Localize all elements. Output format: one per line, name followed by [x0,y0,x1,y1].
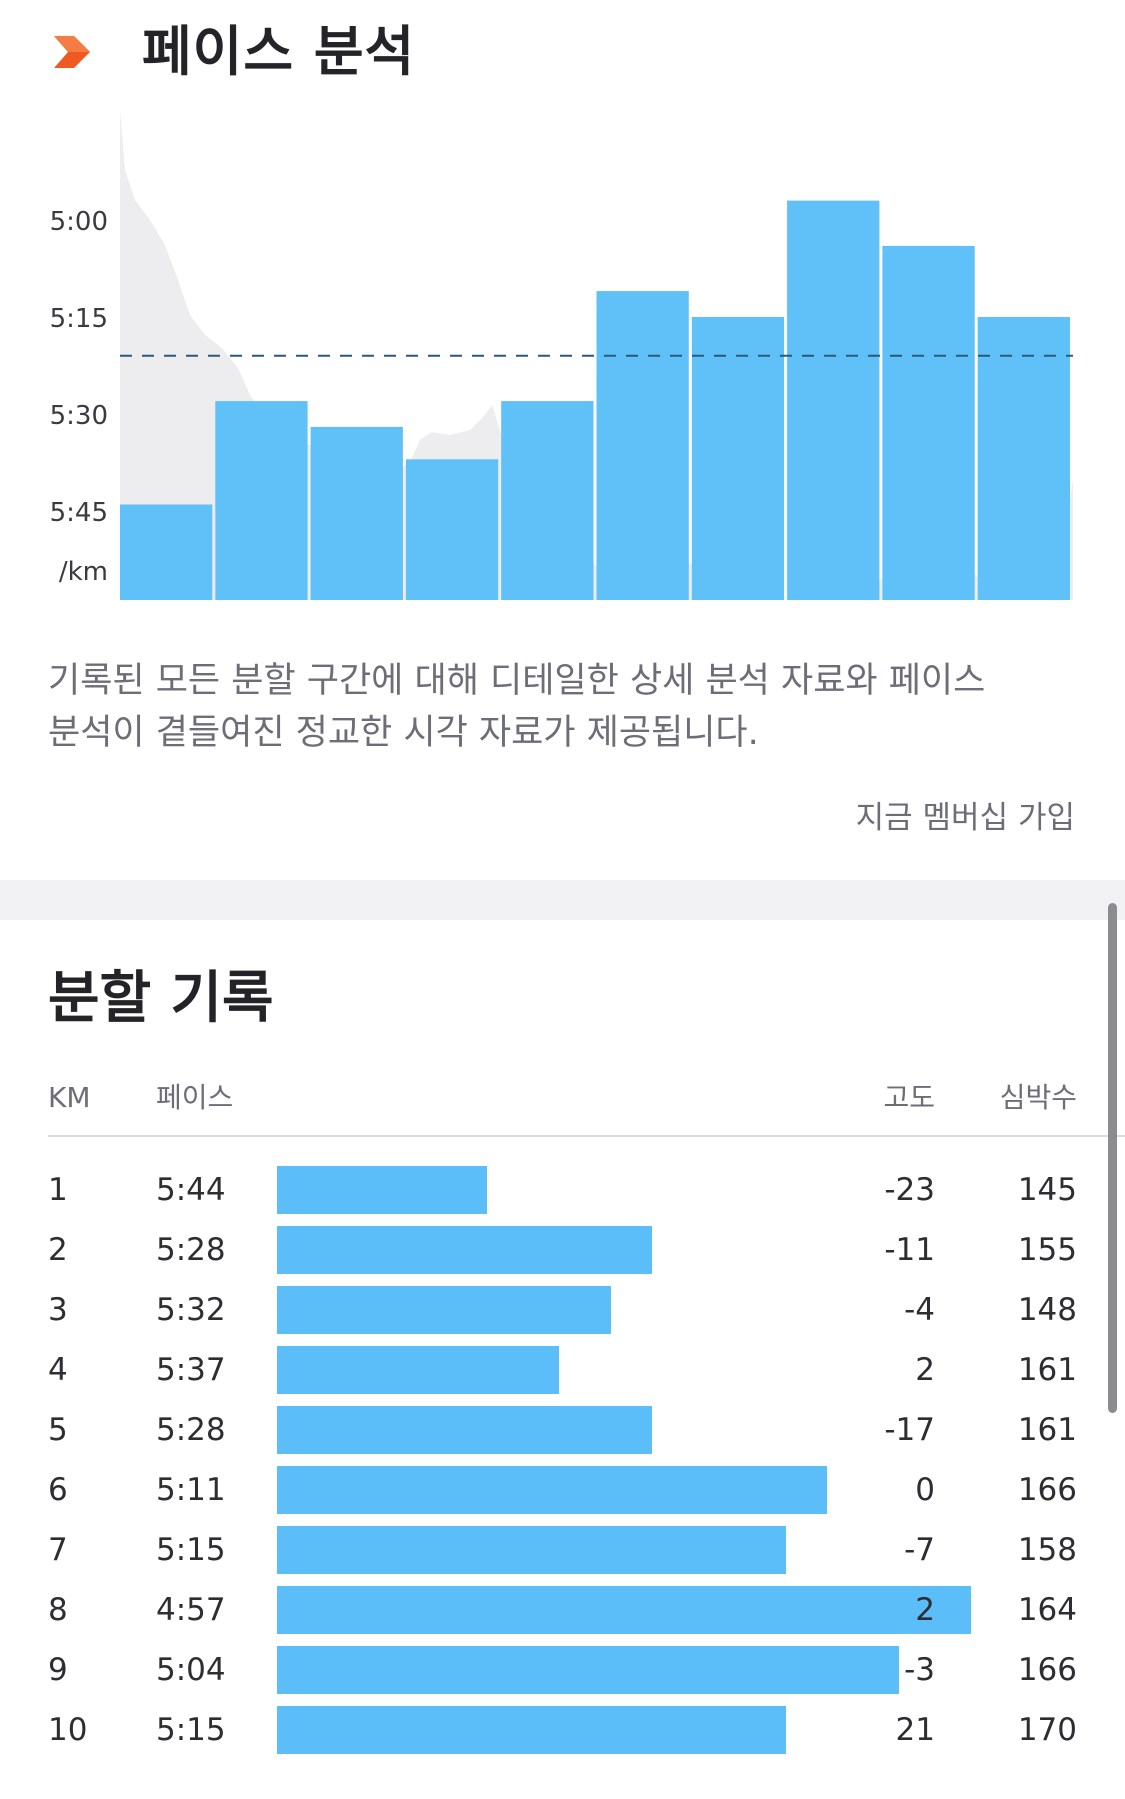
split-elevation: -4 [904,1292,935,1328]
split-km: 7 [48,1532,68,1568]
pace-bar-km-3 [310,426,403,600]
split-pace: 5:28 [156,1412,226,1448]
split-pace: 5:44 [156,1172,226,1208]
table-row: 1 5:44 -23 145 [0,1160,1125,1220]
chevron-right-icon [54,36,90,68]
split-elevation: -3 [904,1652,935,1688]
table-header-divider [48,1135,1125,1137]
column-header-pace: 페이스 [156,1081,234,1114]
split-heart-rate: 161 [1017,1412,1077,1448]
pace-bar-km-2 [215,401,308,600]
split-heart-rate: 148 [1017,1292,1077,1328]
pace-bar-km-7 [691,317,785,600]
table-row: 10 5:15 21 170 [0,1700,1125,1760]
split-km: 5 [48,1412,68,1448]
split-pace-bar [277,1406,652,1454]
split-pace: 5:15 [156,1532,226,1568]
split-heart-rate: 166 [1017,1652,1077,1688]
split-elevation: 2 [915,1592,935,1628]
split-elevation: -7 [904,1532,935,1568]
split-pace-bar [277,1586,971,1634]
table-row: 6 5:11 0 166 [0,1460,1125,1520]
split-pace-bar [277,1346,559,1394]
pace-bar-km-4 [405,459,499,600]
split-heart-rate: 155 [1017,1232,1077,1268]
table-row: 4 5:37 2 161 [0,1340,1125,1400]
split-pace-bar [277,1226,652,1274]
split-elevation: 21 [895,1712,935,1748]
column-header-elevation: 고도 [883,1081,935,1114]
split-elevation: 0 [915,1472,935,1508]
split-pace: 5:37 [156,1352,226,1388]
description-line-1: 기록된 모든 분할 구간에 대해 디테일한 상세 분석 자료와 페이스 [48,661,986,701]
table-row: 5 5:28 -17 161 [0,1400,1125,1460]
split-pace-bar [277,1466,827,1514]
split-km: 3 [48,1292,68,1328]
split-km: 8 [48,1592,68,1628]
pace-analysis-header: 페이스 분석 [0,0,1125,110]
y-tick-label: 5:00 [50,207,108,237]
split-km: 6 [48,1472,68,1508]
split-pace-bar [277,1286,611,1334]
split-elevation: -23 [884,1172,935,1208]
split-pace: 5:11 [156,1472,226,1508]
description-line-2: 분석이 곁들여진 정교한 시각 자료가 제공됩니다. [48,713,759,753]
split-elevation: -11 [884,1232,935,1268]
split-elevation: 2 [915,1352,935,1388]
split-km: 4 [48,1352,68,1388]
column-header-km: KM [48,1081,91,1114]
split-pace: 5:32 [156,1292,226,1328]
split-heart-rate: 166 [1017,1472,1077,1508]
split-heart-rate: 164 [1017,1592,1077,1628]
split-km: 1 [48,1172,68,1208]
split-heart-rate: 145 [1017,1172,1077,1208]
y-tick-label: 5:30 [50,401,108,431]
split-km: 10 [48,1712,88,1748]
section-divider [0,880,1125,920]
splits-title: 분할 기록 [48,966,274,1031]
split-pace-bar [277,1526,786,1574]
table-row: 2 5:28 -11 155 [0,1220,1125,1280]
pace-chart: 5:00 5:15 5:30 5:45/km [50,110,1073,600]
y-tick-label: 5:15 [50,304,108,334]
splits-section: 분할 기록 KM 페이스 고도 심박수 1 5:44 -23 145 2 5:28 -11 1… [0,920,1125,1799]
split-pace: 5:04 [156,1652,226,1688]
split-pace: 4:57 [156,1592,226,1628]
table-row: 3 5:32 -4 148 [0,1280,1125,1340]
y-unit-label: /km [59,557,108,587]
pace-bar-km-5 [501,401,594,600]
split-km: 9 [48,1652,68,1688]
description-text: 기록된 모든 분할 구간에 대해 디테일한 상세 분석 자료와 페이스 분석이 … [48,655,1048,759]
split-pace: 5:28 [156,1232,226,1268]
table-row: 9 5:04 -3 166 [0,1640,1125,1700]
pace-bar-km-8 [787,200,880,600]
split-elevation: -17 [884,1412,935,1448]
column-header-heart-rate: 심박수 [999,1081,1077,1114]
page-title: 페이스 분석 [142,20,416,83]
split-heart-rate: 161 [1017,1352,1077,1388]
pace-bar-km-6 [596,291,689,600]
y-tick-label: 5:45 [50,498,108,528]
split-pace-bar [277,1166,487,1214]
split-heart-rate: 170 [1017,1712,1077,1748]
pace-bar-km-1 [120,504,213,600]
split-heart-rate: 158 [1017,1532,1077,1568]
join-membership-link[interactable]: 지금 멤버십 가입 [855,800,1075,836]
pace-bar-km-10 [977,317,1070,600]
split-pace-bar [277,1706,786,1754]
pace-analysis-section: 페이스 분석 5:00 5:15 5:30 5:45/km 기록된 모든 분할 구간에… [0,0,1125,880]
scrollbar[interactable] [1108,903,1117,1413]
split-km: 2 [48,1232,68,1268]
pace-bar-km-9 [882,245,975,600]
split-pace-bar [277,1646,899,1694]
table-row: 8 4:57 2 164 [0,1580,1125,1640]
split-pace: 5:15 [156,1712,226,1748]
table-row: 7 5:15 -7 158 [0,1520,1125,1580]
